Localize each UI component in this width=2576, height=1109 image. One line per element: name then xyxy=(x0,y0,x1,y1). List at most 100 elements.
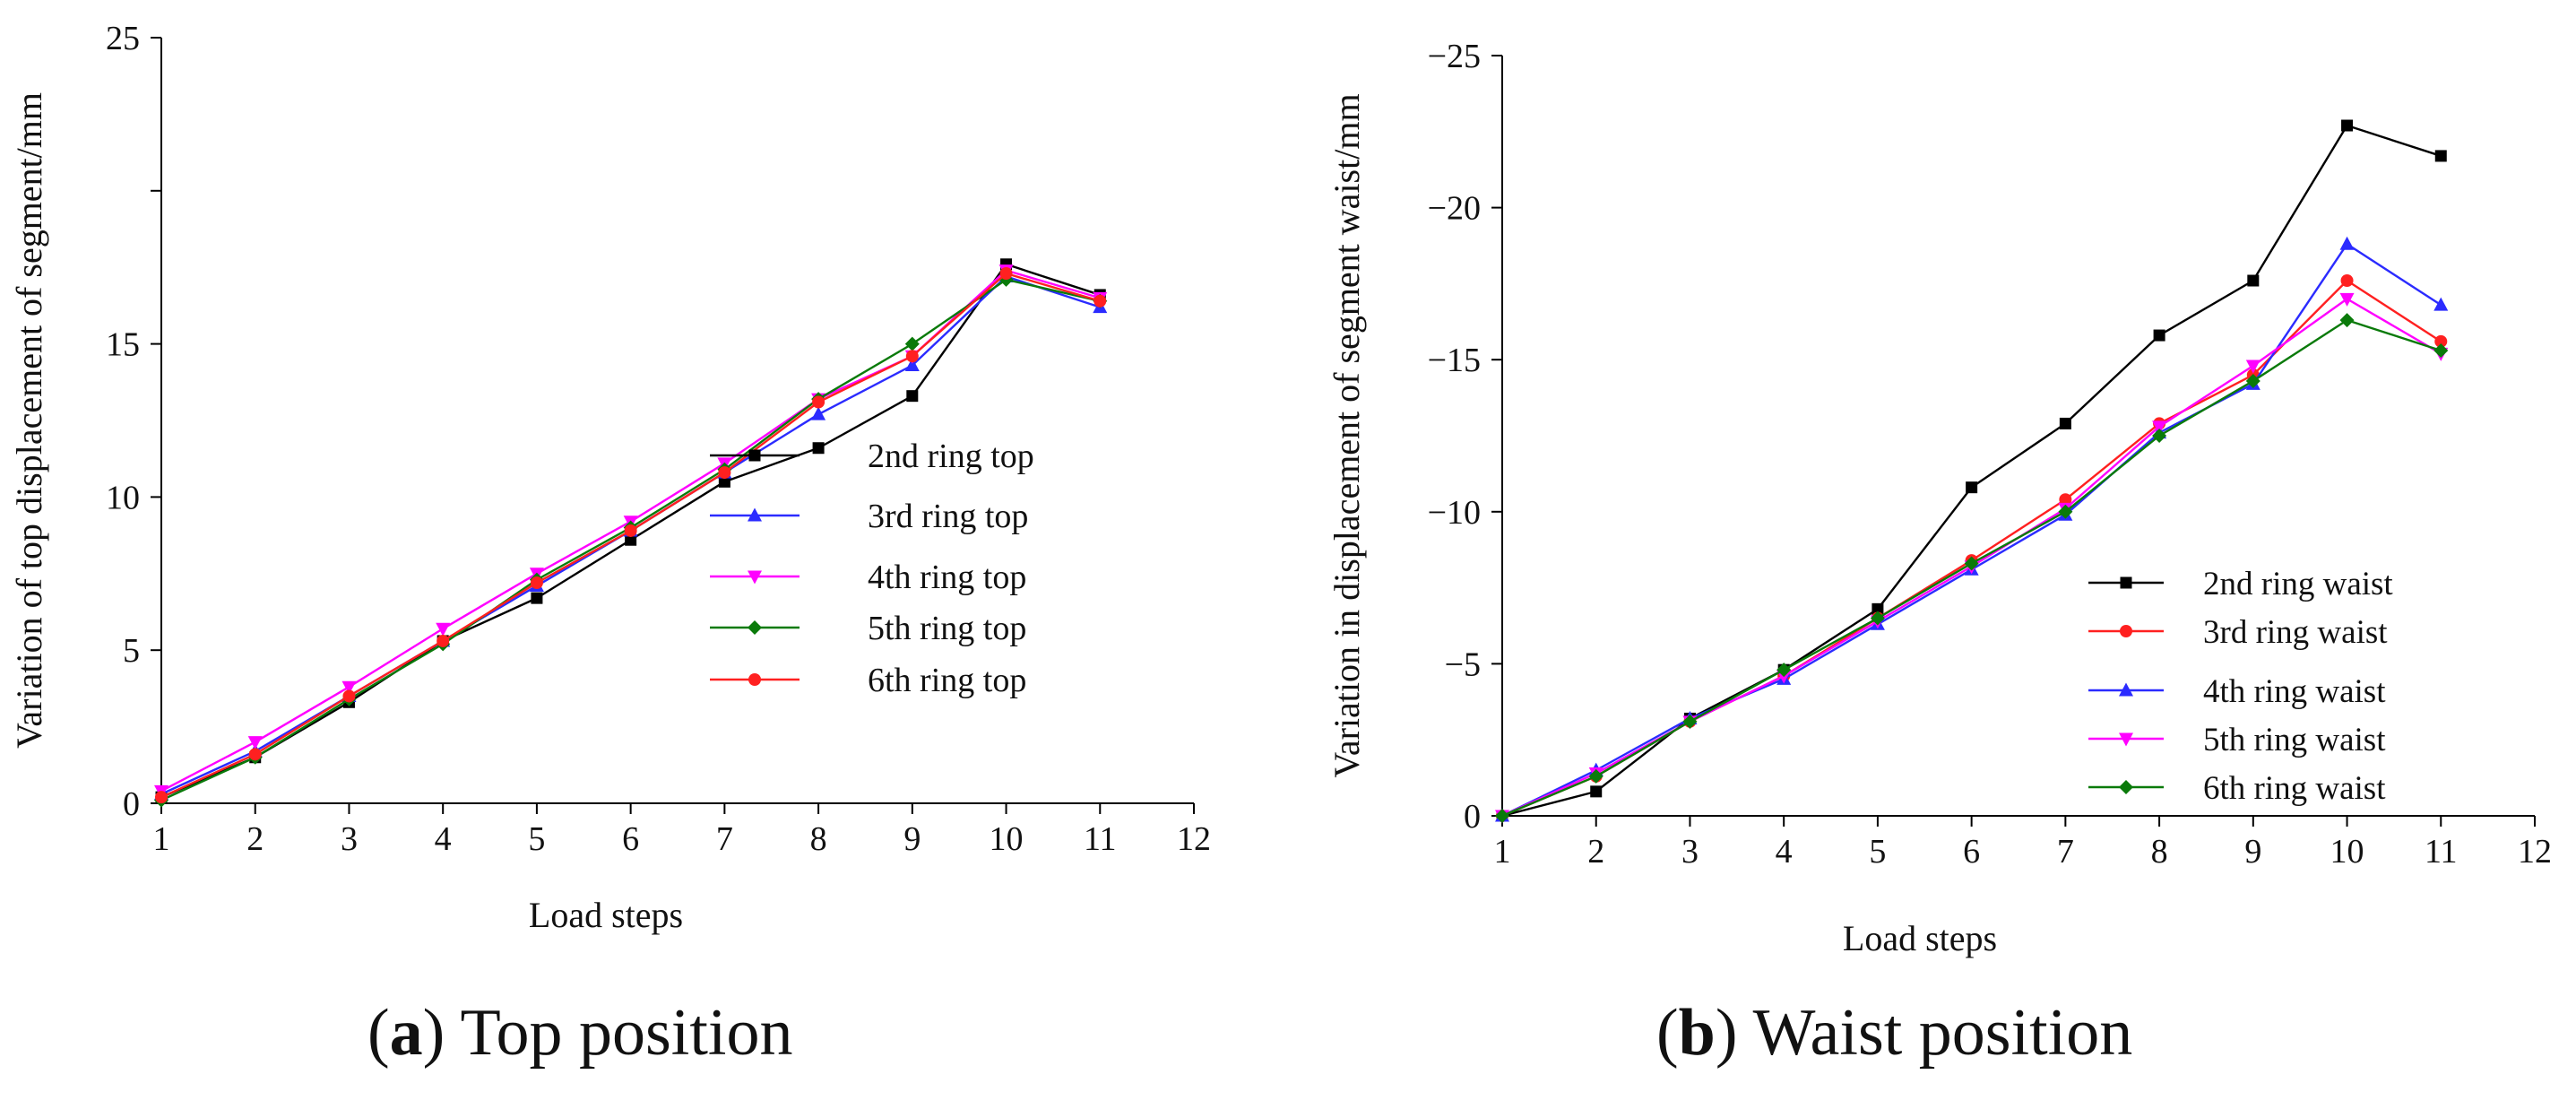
data-point xyxy=(1495,809,1509,823)
data-point xyxy=(247,736,263,750)
legend-label: 4th ring waist xyxy=(2203,673,2386,710)
data-point xyxy=(2433,343,2449,359)
data-point xyxy=(2152,420,2167,435)
data-point xyxy=(624,524,637,537)
x-tick-label: 2 xyxy=(1587,833,1604,871)
legend-entry: 4th ring top xyxy=(710,559,1026,596)
data-point xyxy=(906,390,919,403)
data-point xyxy=(2152,429,2167,443)
data-point xyxy=(530,576,543,590)
legend-marker xyxy=(748,673,761,686)
y-tick-label: 0 xyxy=(123,785,140,823)
legend-label: 4th ring top xyxy=(868,559,1026,596)
data-point xyxy=(2339,313,2355,328)
x-tick-label: 11 xyxy=(1084,820,1117,858)
legend-label: 5th ring waist xyxy=(2203,722,2386,758)
x-tick-label: 5 xyxy=(1869,833,1886,871)
legend: 2nd ring top 3rd ring top 4th ring top 5th … xyxy=(710,438,1034,699)
legend-entry: 4th ring waist xyxy=(2088,673,2386,710)
caption-a: (a) Top position xyxy=(367,996,793,1070)
caption-a-letter: a xyxy=(389,996,423,1070)
data-point xyxy=(1964,556,1979,571)
legend-label: 2nd ring waist xyxy=(2203,566,2393,602)
y-tick-label: 25 xyxy=(106,20,140,57)
data-point xyxy=(155,791,168,804)
legend-entry: 5th ring top xyxy=(710,610,1026,647)
data-point xyxy=(905,350,919,363)
legend-marker xyxy=(748,449,761,462)
y-axis-label: Variation of top displacement of segment… xyxy=(9,92,49,749)
data-point xyxy=(2059,417,2071,429)
legend-entry: 3rd ring top xyxy=(710,498,1028,535)
x-tick-label: 10 xyxy=(990,820,1024,858)
x-tick-label: 3 xyxy=(341,820,358,858)
x-tick-label: 1 xyxy=(1494,833,1511,871)
legend-marker xyxy=(748,570,762,585)
x-tick-label: 8 xyxy=(810,820,827,858)
data-point xyxy=(2434,150,2447,162)
data-point xyxy=(2058,504,2073,519)
legend-label: 6th ring top xyxy=(868,662,1026,699)
x-tick-label: 6 xyxy=(622,820,639,858)
series-5 xyxy=(1495,313,2449,823)
series-5 xyxy=(155,267,1107,804)
data-point xyxy=(999,267,1013,281)
data-point xyxy=(341,680,357,695)
x-axis-label: Load steps xyxy=(529,895,683,935)
data-point xyxy=(1966,481,1978,494)
data-point xyxy=(904,336,920,351)
data-point xyxy=(904,358,920,372)
legend-marker xyxy=(2120,576,2132,589)
data-point xyxy=(531,592,543,604)
data-point xyxy=(2245,360,2260,374)
y-tick-label: −5 xyxy=(1445,645,1481,683)
legend-label: 3rd ring waist xyxy=(2203,614,2388,651)
x-axis-label: Load steps xyxy=(1843,918,1997,958)
x-tick-label: 3 xyxy=(1681,833,1699,871)
data-point xyxy=(1094,294,1107,308)
data-point xyxy=(812,395,826,409)
data-point xyxy=(437,634,450,647)
x-tick-label: 12 xyxy=(2518,833,2552,871)
caption-a-text: Top position xyxy=(460,996,793,1070)
y-tick-label: −25 xyxy=(1428,38,1481,75)
data-point xyxy=(812,442,825,455)
x-tick-label: 9 xyxy=(2244,833,2261,871)
x-tick-label: 10 xyxy=(2330,833,2364,871)
x-tick-label: 11 xyxy=(2425,833,2458,871)
legend-label: 5th ring top xyxy=(868,610,1026,647)
x-tick-label: 9 xyxy=(903,820,921,858)
x-tick-label: 5 xyxy=(528,820,545,858)
x-tick-label: 8 xyxy=(2151,833,2168,871)
data-point xyxy=(718,475,730,488)
legend-entry: 2nd ring waist xyxy=(2088,566,2393,602)
data-point xyxy=(342,689,356,703)
data-point xyxy=(2340,274,2354,288)
data-point xyxy=(1871,602,1884,615)
legend-entry: 2nd ring top xyxy=(710,438,1034,475)
data-point xyxy=(2153,329,2165,342)
legend-label: 2nd ring top xyxy=(868,438,1034,475)
caption-b-letter: b xyxy=(1678,996,1716,1070)
legend-marker xyxy=(748,507,762,522)
data-point xyxy=(718,466,731,480)
data-point xyxy=(2247,274,2260,287)
y-tick-label: 10 xyxy=(106,479,140,516)
y-tick-label: 5 xyxy=(123,632,140,670)
y-tick-label: −10 xyxy=(1428,494,1481,532)
legend-marker xyxy=(2120,625,2132,637)
data-point xyxy=(2434,334,2448,348)
data-point xyxy=(436,622,451,637)
data-point xyxy=(2341,119,2354,132)
series-1 xyxy=(1496,119,2447,822)
legend-marker xyxy=(2119,780,2133,794)
data-point xyxy=(625,533,637,546)
x-tick-label: 7 xyxy=(716,820,733,858)
legend-entry: 6th ring top xyxy=(710,662,1026,699)
series-line xyxy=(1501,124,2442,818)
x-tick-label: 4 xyxy=(435,820,452,858)
y-tick-label: −15 xyxy=(1428,342,1481,379)
data-point xyxy=(811,406,826,420)
